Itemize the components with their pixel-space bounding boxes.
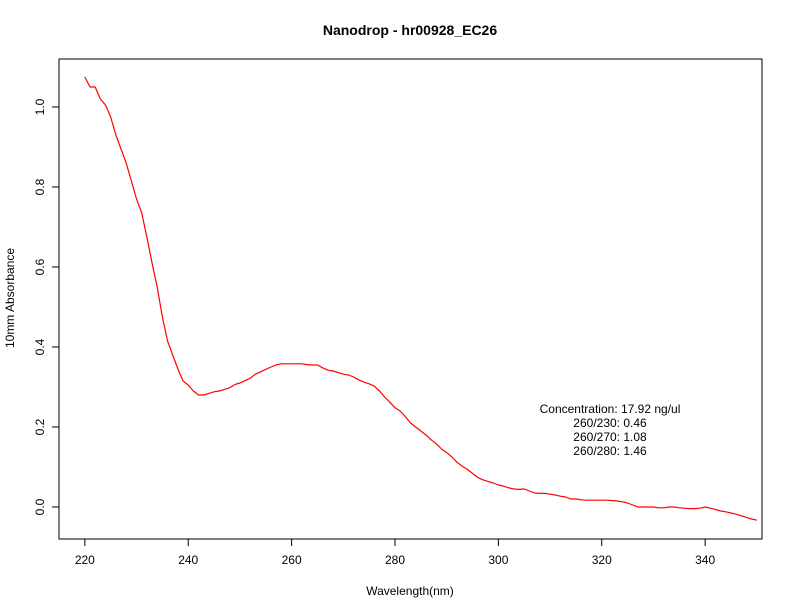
annotation-ratio-260-230: 260/230: 0.46 xyxy=(573,416,647,430)
x-tick-label: 280 xyxy=(385,553,405,567)
y-axis-label: 10mm Absorbance xyxy=(3,248,17,348)
x-tick-label: 240 xyxy=(178,553,198,567)
plot-area-frame xyxy=(58,58,763,540)
y-tick-label: 0.4 xyxy=(33,338,47,355)
annotation-block: Concentration: 17.92 ng/ul 260/230: 0.46… xyxy=(540,402,681,458)
x-tick-label: 260 xyxy=(282,553,302,567)
y-axis: 0.0 0.2 0.4 0.6 0.8 1.0 xyxy=(33,98,60,515)
y-tick-label: 1.0 xyxy=(33,98,47,115)
x-axis-label: Wavelength(nm) xyxy=(366,584,454,598)
annotation-concentration: Concentration: 17.92 ng/ul xyxy=(540,402,681,416)
y-tick-label: 0.2 xyxy=(33,418,47,435)
annotation-ratio-260-280: 260/280: 1.46 xyxy=(573,444,647,458)
chart-title: Nanodrop - hr00928_EC26 xyxy=(323,22,497,38)
annotation-ratio-260-270: 260/270: 1.08 xyxy=(573,430,647,444)
y-tick-label: 0.6 xyxy=(33,258,47,275)
series-line-0 xyxy=(84,76,757,521)
y-tick-label: 0.8 xyxy=(33,178,47,195)
y-tick-label: 0.0 xyxy=(33,498,47,515)
x-tick-label: 320 xyxy=(592,553,612,567)
x-tick-label: 300 xyxy=(488,553,508,567)
plot-lines xyxy=(84,76,757,521)
x-axis: 220 240 260 280 300 320 340 xyxy=(75,538,715,567)
x-tick-label: 220 xyxy=(75,553,95,567)
x-tick-label: 340 xyxy=(695,553,715,567)
